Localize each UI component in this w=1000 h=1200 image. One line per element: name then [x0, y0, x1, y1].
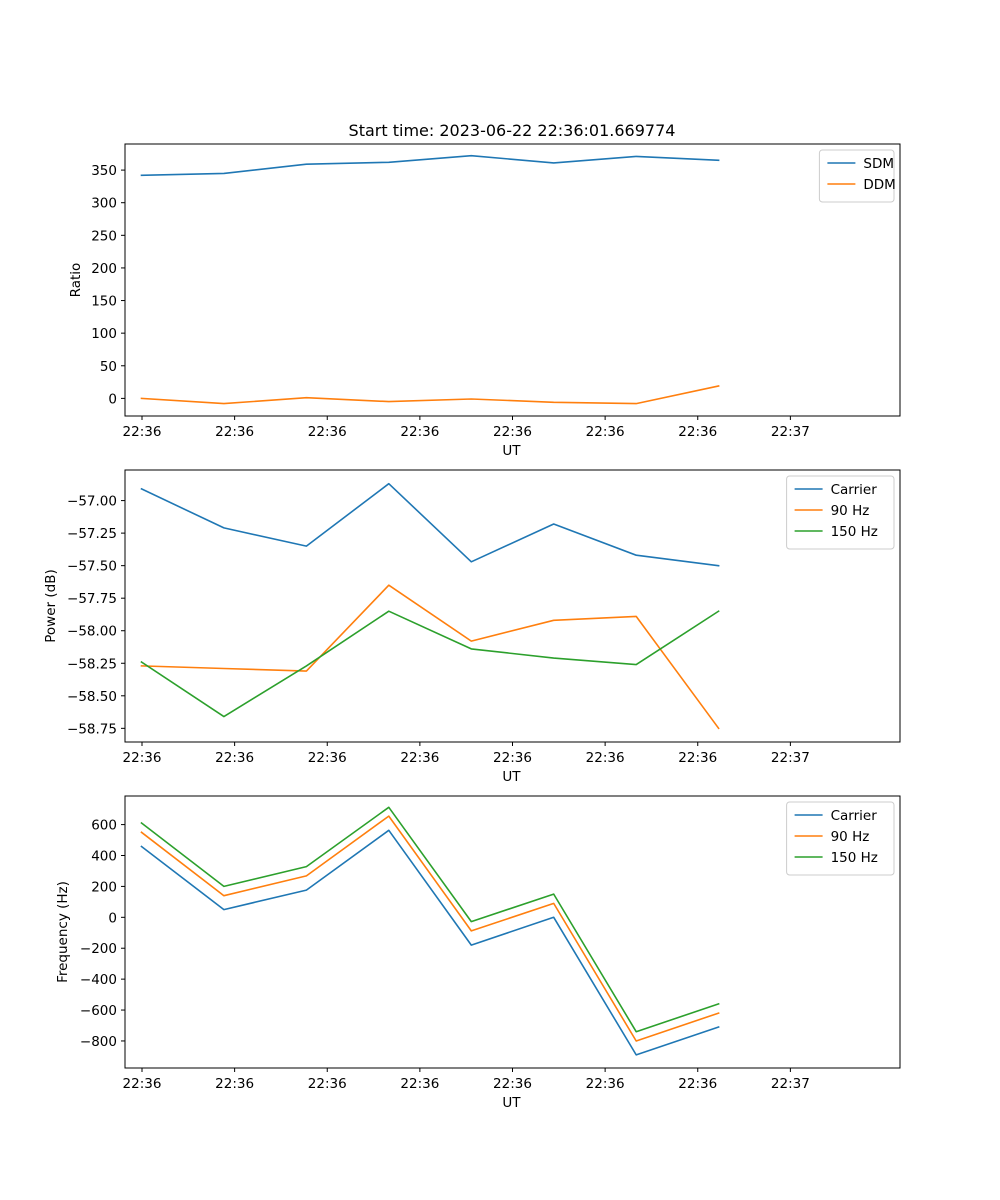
x-tick-label: 22:36 — [215, 1076, 254, 1092]
x-tick-label: 22:36 — [123, 424, 162, 440]
y-tick-label: 150 — [91, 294, 117, 310]
y-tick-label: −800 — [80, 1034, 117, 1050]
y-tick-label: 350 — [91, 163, 117, 179]
y-tick-label: 0 — [108, 910, 117, 926]
subplots: 22:36 22:36 22:36 22:36 22:36 22:36 22:36 22:37… — [43, 143, 901, 1111]
x-axis-label: UT — [502, 443, 521, 459]
legend-label: Carrier — [831, 808, 878, 824]
x-tick-label: 22:36 — [678, 750, 717, 766]
subplot-2: 22:36 22:36 22:36 22:36 22:36 22:36 22:36 22:37… — [43, 469, 901, 785]
x-tick-label: 22:36 — [123, 750, 162, 766]
y-tick-label: 0 — [108, 391, 117, 407]
x-tick-label: 22:36 — [215, 424, 254, 440]
y-tick-label: −57.50 — [67, 559, 117, 575]
x-tick-label: 22:37 — [771, 750, 810, 766]
x-tick-label: 22:36 — [123, 1076, 162, 1092]
legend-label: SDM — [863, 156, 894, 172]
x-tick-label: 22:36 — [215, 750, 254, 766]
y-axis-label: Power (dB) — [43, 569, 59, 642]
series-line-90-hz — [140, 584, 720, 730]
x-tick-label: 22:36 — [586, 750, 625, 766]
y-axis-label: Frequency (Hz) — [55, 881, 71, 983]
y-tick-label: −57.25 — [67, 526, 117, 542]
legend: Carrier 90 Hz 150 Hz — [786, 801, 895, 876]
x-tick-label: 22:36 — [308, 424, 347, 440]
x-tick-label: 22:36 — [586, 424, 625, 440]
x-tick-label: 22:36 — [400, 750, 439, 766]
x-tick-label: 22:36 — [400, 424, 439, 440]
y-tick-label: −400 — [80, 972, 117, 988]
legend: Carrier 90 Hz 150 Hz — [786, 475, 895, 550]
y-tick-label: −200 — [80, 941, 117, 957]
y-tick-label: −600 — [80, 1003, 117, 1019]
y-tick-label: 200 — [91, 879, 117, 895]
series-line-carrier — [140, 482, 720, 567]
x-axis-label: UT — [502, 1095, 521, 1111]
legend-label: DDM — [863, 177, 895, 193]
x-tick-label: 22:36 — [400, 1076, 439, 1092]
y-tick-label: −58.00 — [67, 624, 117, 640]
y-tick-label: −57.75 — [67, 591, 117, 607]
x-tick-label: 22:36 — [678, 1076, 717, 1092]
subplot-1: 22:36 22:36 22:36 22:36 22:36 22:36 22:36 22:37… — [68, 143, 901, 459]
x-axis-label: UT — [502, 769, 521, 785]
x-tick-label: 22:36 — [586, 1076, 625, 1092]
y-tick-label: 200 — [91, 261, 117, 277]
x-tick-label: 22:36 — [678, 424, 717, 440]
y-tick-label: −58.25 — [67, 656, 117, 672]
x-tick-label: 22:37 — [771, 1076, 810, 1092]
chart-title: Start time: 2023-06-22 22:36:01.669774 — [349, 121, 676, 140]
y-tick-label: 600 — [91, 818, 117, 834]
x-tick-label: 22:36 — [493, 750, 532, 766]
series-line-90-hz — [140, 815, 720, 1042]
y-tick-label: 250 — [91, 228, 117, 244]
y-tick-label: 100 — [91, 326, 117, 342]
y-tick-label: 50 — [100, 359, 117, 375]
legend: SDM DDM — [818, 149, 896, 203]
x-tick-label: 22:36 — [493, 424, 532, 440]
series-line-150-hz — [140, 610, 720, 718]
series-line-ddm — [140, 385, 720, 405]
y-tick-label: −57.00 — [67, 494, 117, 510]
legend-label: 90 Hz — [831, 829, 870, 845]
legend-label: 90 Hz — [831, 503, 870, 519]
x-tick-label: 22:36 — [308, 1076, 347, 1092]
series-line-sdm — [140, 154, 720, 177]
series-line-150-hz — [140, 806, 720, 1033]
y-axis-label: Ratio — [68, 263, 84, 298]
subplot-3: 22:36 22:36 22:36 22:36 22:36 22:36 22:36 22:37… — [55, 795, 901, 1111]
y-tick-label: 400 — [91, 849, 117, 865]
series-line-carrier — [140, 829, 720, 1056]
x-tick-label: 22:36 — [493, 1076, 532, 1092]
y-tick-label: −58.75 — [67, 721, 117, 737]
legend-label: Carrier — [831, 482, 878, 498]
y-tick-label: 300 — [91, 196, 117, 212]
y-tick-label: −58.50 — [67, 689, 117, 705]
x-tick-label: 22:37 — [771, 424, 810, 440]
legend-label: 150 Hz — [831, 850, 878, 866]
x-tick-label: 22:36 — [308, 750, 347, 766]
legend-label: 150 Hz — [831, 524, 878, 540]
